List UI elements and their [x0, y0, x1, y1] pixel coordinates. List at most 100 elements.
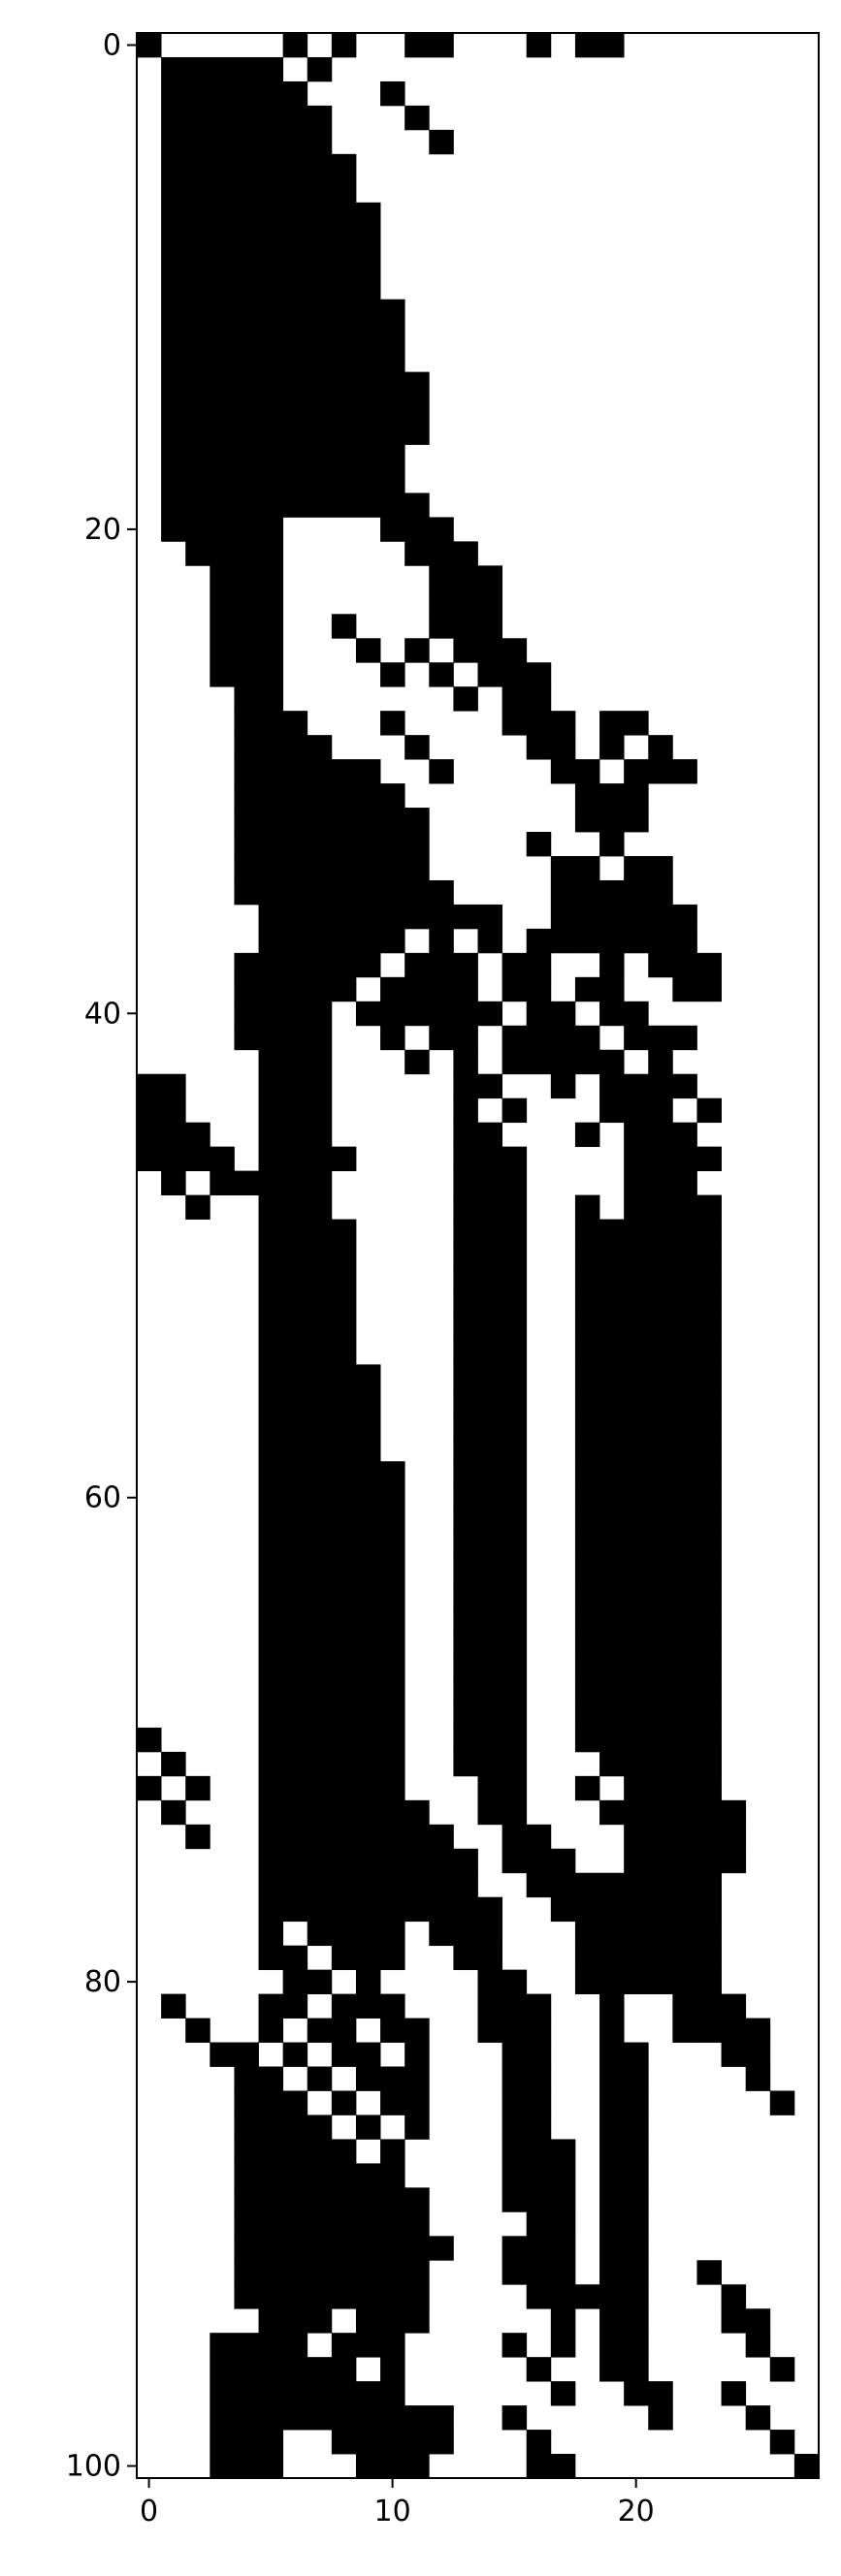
heatmap-cell-run: [258, 1655, 405, 1680]
y-tick-label: 0: [103, 28, 121, 62]
heatmap-cell-run: [574, 1291, 722, 1317]
heatmap-cell-run: [477, 928, 503, 954]
heatmap-cell-run: [599, 735, 625, 760]
heatmap-cell-run: [599, 928, 625, 954]
heatmap-cell-run: [624, 1170, 697, 1195]
heatmap-cell-run: [258, 1243, 357, 1268]
heatmap-cell-run: [210, 589, 284, 615]
heatmap-cell-run: [137, 1122, 210, 1148]
heatmap-cell-run: [453, 1534, 528, 1559]
heatmap-cell-run: [501, 2090, 552, 2115]
heatmap-cell-run: [550, 1049, 576, 1075]
heatmap-cell-run: [574, 976, 625, 1002]
heatmap-cell-run: [331, 614, 357, 639]
heatmap-cell-run: [161, 444, 405, 469]
heatmap-cell-run: [161, 274, 381, 301]
heatmap-cell-run: [574, 1631, 722, 1656]
heatmap-cell-run: [258, 1437, 381, 1462]
heatmap-cell-run: [574, 1461, 722, 1486]
heatmap-cell-run: [453, 1340, 528, 1365]
heatmap-cell-run: [234, 2115, 333, 2140]
heatmap-cell-run: [234, 2090, 308, 2115]
heatmap-cell-run: [501, 952, 552, 978]
heatmap-cell-run: [574, 1582, 722, 1607]
heatmap-cell-run: [355, 2454, 430, 2479]
heatmap-cell-run: [380, 2381, 405, 2406]
heatmap-cell-run: [574, 1678, 722, 1704]
heatmap-cell-run: [282, 2042, 308, 2067]
heatmap-cell-run: [258, 1510, 405, 1535]
heatmap-cell-run: [137, 1775, 162, 1801]
heatmap-cell-run: [331, 2090, 357, 2115]
heatmap-cell-run: [453, 1219, 528, 1244]
heatmap-cell-run: [501, 2405, 528, 2431]
heatmap-cell-run: [453, 1631, 528, 1656]
heatmap-cell-run: [258, 928, 405, 954]
heatmap-cell-run: [404, 541, 478, 566]
heatmap-cell-run: [599, 1073, 673, 1099]
heatmap-cell-run: [501, 1049, 552, 1075]
heatmap-cell-run: [574, 1945, 722, 1971]
heatmap-cell-run: [721, 2284, 747, 2309]
heatmap-cell-run: [574, 1702, 722, 1729]
heatmap-cell-run: [307, 1921, 405, 1947]
heatmap-cell-run: [380, 2090, 405, 2115]
heatmap-cell-run: [648, 952, 722, 978]
heatmap-cell-run: [599, 1993, 625, 2019]
y-tick-label: 60: [84, 1481, 121, 1515]
heatmap-cell-run: [234, 2260, 430, 2285]
heatmap-cell-run: [258, 1534, 405, 1559]
heatmap-cell-run: [404, 2090, 430, 2115]
heatmap-cell-run: [137, 33, 162, 58]
heatmap-cell-run: [258, 1219, 357, 1244]
heatmap-cell-run: [210, 565, 284, 590]
heatmap-cell-run: [574, 33, 625, 58]
heatmap-cell-run: [501, 2066, 552, 2091]
y-tick-label: 100: [66, 2450, 121, 2484]
heatmap-cell-run: [380, 1945, 405, 1971]
heatmap-cell-run: [599, 2042, 649, 2067]
heatmap-cell-run: [161, 420, 430, 445]
heatmap-cell-run: [599, 1097, 649, 1124]
heatmap-cell-run: [258, 1678, 405, 1704]
heatmap-cell-run: [526, 2211, 576, 2237]
heatmap-cell-run: [624, 1194, 722, 1220]
heatmap-cell-run: [574, 1413, 722, 1438]
heatmap-cell-run: [429, 565, 503, 590]
heatmap-cell-run: [161, 250, 381, 276]
heatmap-cell-run: [185, 1194, 210, 1220]
heatmap-cell-run: [331, 33, 357, 58]
heatmap-cell-run: [599, 2333, 649, 2358]
heatmap-cell-run: [234, 976, 357, 1002]
heatmap-cell-run: [404, 735, 430, 760]
heatmap-cell-run: [453, 1655, 528, 1680]
heatmap-cell-run: [161, 1799, 186, 1826]
heatmap-cell-run: [380, 2357, 405, 2382]
heatmap-cell-run: [453, 1848, 478, 1874]
heatmap-cell-run: [137, 1146, 235, 1171]
heatmap-cell-run: [355, 1001, 502, 1027]
heatmap-cell-run: [526, 1001, 576, 1027]
heatmap-cell-run: [550, 928, 576, 954]
heatmap-cell-run: [404, 2115, 430, 2140]
heatmap-cell-run: [648, 1097, 673, 1124]
heatmap-cell-run: [331, 2042, 357, 2067]
heatmap-cell-run: [624, 855, 673, 881]
heatmap-cell-run: [258, 2333, 284, 2358]
heatmap-cell-run: [404, 2042, 430, 2067]
heatmap-cell-run: [355, 1969, 381, 1994]
heatmap-cell-run: [574, 1485, 722, 1511]
heatmap-cell-run: [404, 2018, 430, 2043]
heatmap-cell-run: [331, 1993, 381, 2019]
heatmap-cell-run: [234, 808, 430, 833]
heatmap-cell-run: [624, 1775, 722, 1801]
heatmap-cell-run: [526, 2018, 552, 2043]
heatmap-cell-run: [599, 1751, 722, 1777]
heatmap-cell-run: [185, 1824, 210, 1850]
x-tick-label: 0: [140, 2495, 158, 2528]
heatmap-cell-run: [258, 1993, 308, 2019]
heatmap-cell-run: [234, 952, 381, 978]
heatmap-cell-run: [258, 1558, 405, 1583]
heatmap-cell-run: [453, 1606, 528, 1632]
heatmap-cell-run: [161, 153, 357, 179]
